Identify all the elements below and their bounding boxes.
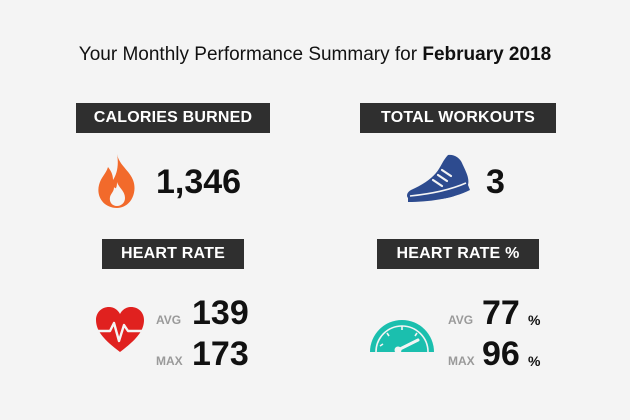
- heart-rate-pct-avg-value: 77: [482, 294, 520, 332]
- total-workouts-label: TOTAL WORKOUTS: [360, 103, 556, 133]
- gauge-icon: [370, 320, 434, 354]
- heart-rate-pct-max-label: MAX: [448, 354, 475, 368]
- total-workouts-value: 3: [486, 163, 505, 201]
- heart-rate-avg-label: AVG: [156, 313, 182, 327]
- page-title: Your Monthly Performance Summary for Feb…: [0, 44, 630, 66]
- heart-rate-max-value: 173: [192, 335, 249, 373]
- flame-icon: [98, 154, 135, 208]
- heart-rate-avg-value: 139: [192, 294, 249, 332]
- calories-burned-label: CALORIES BURNED: [76, 103, 270, 133]
- heart-rate-max-label: MAX: [156, 354, 183, 368]
- heart-rate-pct-max-unit: %: [528, 353, 541, 369]
- heart-rate-percent-label: HEART RATE %: [377, 239, 539, 269]
- title-month: February 2018: [422, 44, 552, 65]
- heart-rate-pct-avg-unit: %: [528, 312, 541, 328]
- heart-rate-label: HEART RATE: [102, 239, 244, 269]
- calories-value: 1,346: [156, 163, 242, 201]
- title-prefix: Your Monthly Performance Summary for: [78, 44, 423, 65]
- heart-pulse-icon: [96, 307, 144, 352]
- heart-rate-pct-avg-label: AVG: [448, 313, 474, 327]
- heart-rate-pct-max-value: 96: [482, 335, 520, 373]
- running-shoe-icon: [407, 154, 470, 202]
